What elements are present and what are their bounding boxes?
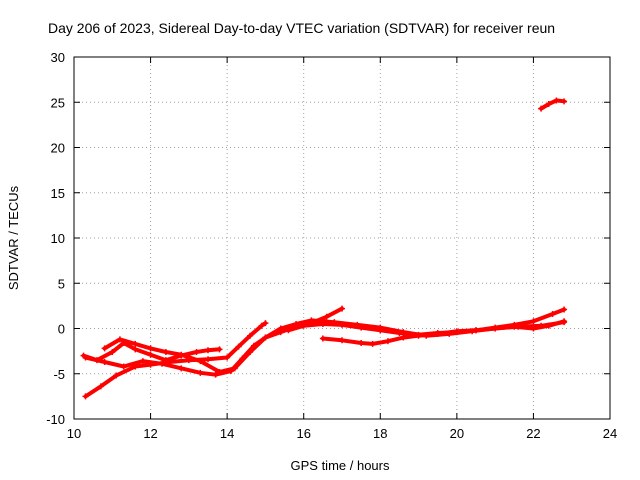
tick-layer: 10 12 14 16 18 20 22 24 -10 -5 0 5 10 15 20 25 30 — [46, 50, 617, 441]
data-point — [358, 324, 365, 331]
data-point — [415, 331, 422, 338]
data-point — [247, 349, 254, 356]
data-point — [339, 305, 345, 312]
data-point — [285, 327, 292, 334]
data-point — [216, 346, 223, 353]
data-point — [323, 313, 330, 320]
data-point — [369, 340, 376, 347]
data-point — [97, 383, 104, 390]
data-point — [561, 306, 568, 313]
grid-layer — [74, 57, 610, 419]
data-point — [147, 345, 154, 352]
x-tick-label: 10 — [67, 426, 81, 441]
y-tick-label: 20 — [51, 141, 65, 156]
data-point — [178, 365, 185, 372]
data-point — [553, 97, 560, 104]
data-point — [216, 368, 223, 375]
chart-title: Day 206 of 2023, Sidereal Day-to-day VTE… — [48, 20, 555, 36]
data-point — [116, 336, 123, 343]
data-point — [132, 363, 139, 370]
data-point — [197, 358, 204, 365]
data-point — [247, 332, 254, 339]
data-point — [262, 320, 269, 327]
x-tick-label: 16 — [296, 426, 310, 441]
x-axis-label: GPS time / hours — [291, 458, 390, 473]
data-point — [120, 363, 127, 370]
data-point — [205, 356, 211, 363]
data-point — [147, 361, 154, 368]
y-axis-label: SDTVAR / TECUs — [6, 185, 21, 290]
y-tick-label: 30 — [51, 50, 65, 65]
data-point — [139, 358, 146, 365]
data-point — [549, 311, 556, 318]
data-point — [82, 393, 89, 400]
data-point — [561, 98, 568, 105]
x-tick-label: 24 — [603, 426, 617, 441]
y-tick-label: 10 — [51, 231, 65, 246]
y-tick-label: 25 — [51, 95, 65, 110]
data-point — [178, 351, 185, 358]
x-tick-label: 14 — [220, 426, 234, 441]
data-point — [162, 349, 169, 356]
data-point — [400, 334, 407, 341]
data-point — [492, 325, 499, 332]
data-point — [384, 338, 391, 345]
data-point — [339, 321, 345, 328]
data-point — [473, 327, 479, 334]
data-point — [339, 337, 345, 344]
data-point — [434, 330, 441, 337]
data-point — [530, 318, 537, 325]
data-point — [262, 334, 269, 341]
data-point — [308, 317, 315, 324]
data-point — [319, 320, 326, 327]
data-point — [166, 358, 173, 365]
data-point — [377, 327, 384, 334]
data-point — [530, 325, 537, 332]
data-point — [132, 346, 139, 353]
data-point — [561, 318, 568, 325]
x-tick-label: 22 — [526, 426, 540, 441]
data-point — [101, 358, 108, 365]
data-point — [82, 354, 89, 361]
data-point — [193, 349, 200, 356]
y-tick-label: 5 — [58, 276, 65, 291]
data-point — [396, 330, 403, 337]
data-point — [258, 322, 265, 329]
data-point — [212, 371, 219, 378]
data-point — [205, 347, 211, 354]
data-point — [538, 105, 545, 112]
data-point — [277, 325, 284, 332]
data-point — [300, 322, 307, 329]
x-tick-label: 18 — [373, 426, 387, 441]
data-point — [453, 329, 460, 336]
y-tick-label: -10 — [46, 412, 65, 427]
series-layer — [80, 97, 568, 400]
y-tick-label: -5 — [53, 367, 65, 382]
data-point — [545, 322, 552, 329]
y-tick-label: 0 — [58, 322, 65, 337]
series-line-arc-6 — [286, 319, 567, 337]
data-point — [224, 354, 231, 361]
x-tick-label: 12 — [143, 426, 157, 441]
data-point — [197, 369, 204, 376]
data-point — [113, 372, 120, 379]
data-point — [545, 101, 552, 108]
data-point — [109, 349, 116, 356]
data-point — [132, 340, 139, 347]
y-tick-label: 15 — [51, 186, 65, 201]
data-point — [235, 343, 242, 350]
data-point — [358, 339, 365, 346]
data-point — [319, 335, 326, 342]
data-point — [147, 351, 154, 358]
data-point — [511, 323, 518, 330]
data-point — [101, 345, 108, 352]
x-tick-label: 20 — [450, 426, 464, 441]
data-point — [231, 365, 238, 372]
series-line-arc-7 — [539, 98, 567, 111]
